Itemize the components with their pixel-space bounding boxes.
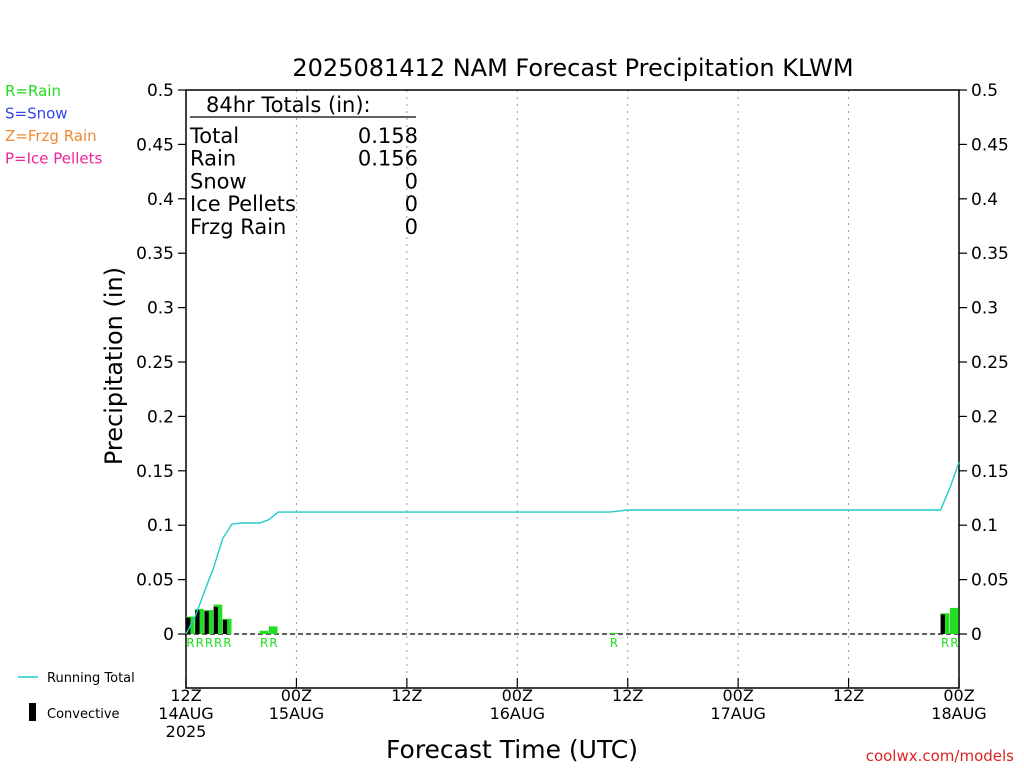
precip-type-label: R: [269, 636, 277, 650]
x-tick-label: 12Z: [833, 686, 864, 705]
legend-type-label: S=Snow: [5, 105, 68, 123]
x-tick-label: 00Z: [281, 686, 312, 705]
precip-type-label: R: [186, 636, 194, 650]
precip-bar: [268, 626, 278, 634]
x-tick-label: 17AUG: [710, 704, 765, 723]
x-tick-label: 12Z: [170, 686, 201, 705]
precip-bar: [949, 607, 959, 634]
totals-row-value: 0: [405, 215, 418, 239]
totals-row-label: Total: [189, 124, 239, 148]
plot-frame: [185, 89, 960, 689]
y-tick-label-right: 0: [971, 625, 982, 645]
y-tick-label-left: 0: [163, 625, 174, 645]
precip-type-label: R: [950, 636, 958, 650]
precip-bar: [609, 632, 619, 634]
y-tick-label-left: 0.2: [147, 407, 174, 427]
precip-type-label: R: [214, 636, 222, 650]
y-tick-label-left: 0.05: [136, 571, 174, 591]
x-tick-label: 00Z: [943, 686, 974, 705]
y-tick-label-right: 0.5: [971, 81, 998, 101]
y-tick-label-left: 0.45: [136, 135, 174, 155]
convective-bar: [222, 619, 228, 634]
legend-type-label: P=Ice Pellets: [5, 150, 102, 168]
grid: [295, 90, 850, 688]
y-tick-label-right: 0.2: [971, 407, 998, 427]
y-tick-label-right: 0.25: [971, 353, 1009, 373]
totals-row-value: 0: [405, 192, 418, 216]
totals-row-value: 0: [405, 169, 418, 193]
totals-row-label: Frzg Rain: [190, 215, 286, 239]
y-tick-label-right: 0.1: [971, 516, 998, 536]
legend-type-label: Z=Frzg Rain: [5, 127, 97, 145]
y-tick-label-right: 0.05: [971, 571, 1009, 591]
totals-row-label: Ice Pellets: [190, 192, 296, 216]
x-tick-label: 18AUG: [931, 704, 986, 723]
x-tick-label: 00Z: [502, 686, 533, 705]
totals-heading: 84hr Totals (in):: [206, 93, 371, 117]
convective-bar: [213, 606, 218, 634]
totals-box: 84hr Totals (in): Total 0.158 Rain 0.156 Sno…: [189, 93, 418, 239]
y-tick-label-left: 0.4: [147, 190, 174, 210]
precip-type-label: R: [260, 636, 268, 650]
y-axis-label: Precipitation (in): [100, 267, 128, 465]
x-tick-label: 15AUG: [269, 704, 324, 723]
convective-bar: [186, 617, 191, 634]
x-tick-label: 12Z: [612, 686, 643, 705]
totals-row-label: Rain: [190, 147, 236, 171]
running-total-line: [185, 461, 960, 635]
y-tick-label-right: 0.4: [971, 190, 998, 210]
totals-row-value: 0.156: [358, 147, 418, 171]
x-tick-label: 2025: [166, 722, 207, 741]
x-tick-label: 14AUG: [158, 704, 213, 723]
series-legend: Running Total Convective: [18, 671, 135, 722]
x-tick-label: 12Z: [391, 686, 422, 705]
precip-type-legend: R=Rain S=Snow Z=Frzg Rain P=Ice Pellets: [5, 82, 102, 168]
convective-bar: [204, 611, 209, 634]
totals-row-label: Snow: [190, 169, 247, 193]
precip-type-label: R: [196, 636, 204, 650]
y-tick-label-right: 0.45: [971, 135, 1009, 155]
precip-type-label: R: [223, 636, 231, 650]
running-total-legend-label: Running Total: [47, 671, 135, 686]
legend-type-label: R=Rain: [5, 82, 61, 100]
x-tick-label: 00Z: [722, 686, 753, 705]
y-tick-label-left: 0.15: [136, 462, 174, 482]
y-tick-label-left: 0.5: [147, 81, 174, 101]
y-axis-right: 0 0.05 0.1 0.15 0.2 0.25 0.3 0.35 0.4 0.45 0.5: [959, 81, 1009, 645]
precip-type-label: R: [941, 636, 949, 650]
convective-legend-label: Convective: [47, 707, 120, 722]
precip-type-label: R: [610, 636, 618, 650]
convective-bar: [940, 614, 945, 634]
y-tick-label-left: 0.25: [136, 353, 174, 373]
x-axis-label: Forecast Time (UTC): [386, 735, 638, 764]
precip-type-label: R: [205, 636, 213, 650]
y-tick-label-left: 0.3: [147, 299, 174, 319]
y-tick-label-right: 0.15: [971, 462, 1009, 482]
x-tick-label: 16AUG: [490, 704, 545, 723]
y-axis-left: 0 0.05 0.1 0.15 0.2 0.25 0.3 0.35 0.4 0.45 0.5: [136, 81, 186, 645]
convective-bar: [195, 610, 200, 634]
footer-credit: coolwx.com/models: [866, 747, 1014, 765]
chart-title: 2025081412 NAM Forecast Precipitation KL…: [292, 54, 853, 82]
convective-legend-swatch: [29, 703, 36, 721]
y-tick-label-right: 0.3: [971, 299, 998, 319]
precip-bar: [259, 630, 269, 634]
totals-row-value: 0.158: [358, 124, 418, 148]
y-tick-label-left: 0.1: [147, 516, 174, 536]
y-tick-label-right: 0.35: [971, 244, 1009, 264]
y-tick-label-left: 0.35: [136, 244, 174, 264]
